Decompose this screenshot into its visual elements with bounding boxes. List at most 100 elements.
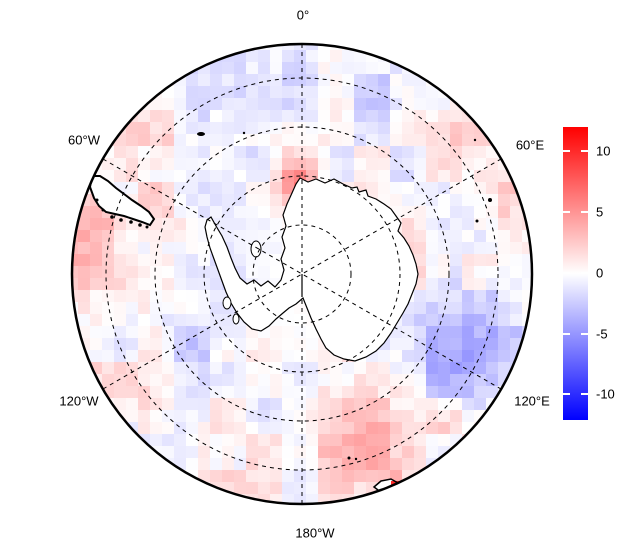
field-cell [138, 242, 150, 254]
field-cell [318, 386, 330, 398]
field-cell [114, 158, 126, 170]
field-cell [258, 62, 270, 74]
field-cell [414, 230, 426, 242]
field-cell [246, 386, 258, 398]
field-cell [270, 362, 282, 374]
colorbar-tick-label: 10 [596, 143, 611, 159]
field-cell [366, 134, 378, 146]
field-cell [246, 374, 258, 386]
field-cell [306, 350, 318, 362]
field-cell [234, 422, 246, 434]
field-cell [426, 314, 438, 326]
field-cell [114, 266, 126, 278]
field-cell [198, 50, 210, 62]
field-cell [342, 458, 354, 470]
field-cell [126, 326, 138, 338]
field-cell [210, 146, 222, 158]
field-cell [162, 338, 174, 350]
field-cell [198, 146, 210, 158]
field-cell [330, 482, 342, 494]
field-cell [390, 446, 402, 458]
field-cell [450, 314, 462, 326]
field-cell [246, 182, 258, 194]
field-cell [522, 350, 531, 362]
field-cell [474, 398, 486, 410]
field-cell [402, 98, 414, 110]
field-cell [174, 254, 186, 266]
field-cell [234, 218, 246, 230]
field-cell [486, 386, 498, 398]
field-cell [186, 254, 198, 266]
field-cell [450, 422, 462, 434]
field-cell [258, 182, 270, 194]
field-cell [402, 218, 414, 230]
field-cell [414, 110, 426, 122]
field-cell [330, 134, 342, 146]
field-cell [366, 110, 378, 122]
field-cell [234, 194, 246, 206]
field-cell [270, 194, 282, 206]
field-cell [186, 410, 198, 422]
field-cell [174, 242, 186, 254]
field-cell [138, 110, 150, 122]
field-cell [126, 362, 138, 374]
field-cell [330, 158, 342, 170]
field-cell [270, 242, 282, 254]
field-cell [222, 470, 234, 482]
field-cell [378, 458, 390, 470]
field-cell [378, 86, 390, 98]
field-cell [450, 410, 462, 422]
field-cell [426, 194, 438, 206]
field-cell [198, 206, 210, 218]
field-cell [294, 74, 306, 86]
field-cell [318, 506, 330, 518]
field-cell [150, 458, 162, 470]
field-cell [402, 398, 414, 410]
field-cell [354, 170, 366, 182]
field-cell [174, 62, 186, 74]
field-cell [282, 62, 294, 74]
field-cell [390, 338, 402, 350]
field-cell [402, 110, 414, 122]
field-cell [114, 302, 126, 314]
field-cell [198, 134, 210, 146]
field-cell [318, 134, 330, 146]
field-cell [378, 398, 390, 410]
field-cell [330, 62, 342, 74]
field-cell [486, 410, 498, 422]
small-islands [197, 131, 492, 461]
field-cell [378, 470, 390, 482]
field-cell [282, 398, 294, 410]
field-cell [354, 410, 366, 422]
field-cell [138, 398, 150, 410]
field-cell [138, 266, 150, 278]
field-cell [402, 446, 414, 458]
field-cell [414, 170, 426, 182]
field-cell [306, 62, 318, 74]
field-cell [390, 74, 402, 86]
field-cell [186, 158, 198, 170]
field-cell [78, 242, 90, 254]
field-cell [270, 134, 282, 146]
field-cell [282, 182, 294, 194]
field-cell [450, 350, 462, 362]
field-cell [78, 314, 90, 326]
field-cell [114, 422, 126, 434]
field-cell [354, 422, 366, 434]
field-cell [330, 386, 342, 398]
field-cell [402, 194, 414, 206]
field-cell [186, 398, 198, 410]
field-cell [246, 266, 258, 278]
field-cell [150, 362, 162, 374]
field-cell [162, 434, 174, 446]
field-cell [426, 242, 438, 254]
field-cell [174, 230, 186, 242]
field-cell [198, 350, 210, 362]
field-cell [234, 98, 246, 110]
field-cell [150, 410, 162, 422]
field-cell [426, 146, 438, 158]
field-cell [186, 446, 198, 458]
field-cell [198, 302, 210, 314]
field-cell [162, 290, 174, 302]
field-cell [150, 326, 162, 338]
